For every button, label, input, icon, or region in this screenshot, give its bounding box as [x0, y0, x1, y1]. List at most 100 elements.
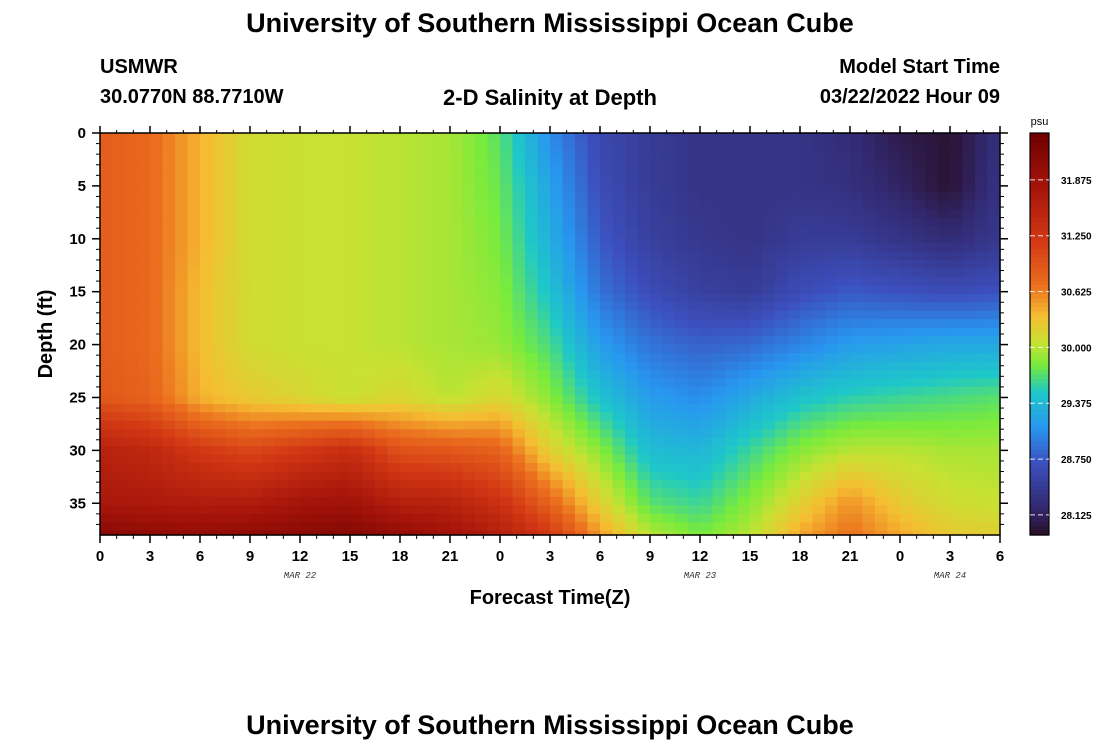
heatmap-cell	[325, 251, 339, 261]
heatmap-cell	[125, 522, 139, 532]
heatmap-cell	[275, 530, 289, 536]
heatmap-cell	[450, 513, 464, 523]
heatmap-cell	[487, 395, 501, 405]
heatmap-cell	[375, 327, 389, 337]
heatmap-cell	[900, 336, 914, 346]
heatmap-cell	[400, 268, 414, 278]
heatmap-cell	[662, 175, 676, 185]
heatmap-cell	[800, 327, 814, 337]
heatmap-cell	[137, 513, 151, 523]
heatmap-cell	[812, 183, 826, 193]
heatmap-cell	[862, 463, 876, 473]
heatmap-cell	[637, 429, 651, 439]
heatmap-cell	[137, 361, 151, 371]
heatmap-cell	[537, 420, 551, 430]
heatmap-cell	[200, 259, 214, 270]
heatmap-cell	[775, 183, 789, 193]
colorbar-segment	[1030, 369, 1049, 375]
heatmap-cell	[162, 505, 176, 515]
colorbar-segment	[1030, 226, 1049, 232]
heatmap-cell	[825, 192, 839, 202]
heatmap-cell	[587, 412, 601, 422]
heatmap-cell	[100, 522, 114, 532]
heatmap-cell	[937, 217, 951, 227]
heatmap-cell	[387, 166, 401, 176]
heatmap-cell	[437, 395, 451, 405]
heatmap-cell	[712, 175, 726, 185]
heatmap-cell	[162, 429, 176, 439]
heatmap-cell	[175, 420, 189, 430]
heatmap-cell	[550, 386, 564, 396]
heatmap-cell	[450, 429, 464, 439]
colorbar-segment	[1030, 133, 1049, 139]
heatmap-cell	[487, 429, 501, 439]
heatmap-cell	[762, 310, 776, 320]
heatmap-cell	[975, 251, 989, 261]
heatmap-cell	[612, 463, 626, 473]
heatmap-cell	[512, 327, 526, 337]
heatmap-cell	[562, 226, 576, 236]
heatmap-cell	[875, 175, 889, 185]
heatmap-cell	[412, 302, 426, 312]
heatmap-cell	[250, 353, 264, 363]
heatmap-cell	[800, 183, 814, 193]
heatmap-cell	[350, 361, 364, 371]
heatmap-cell	[425, 344, 439, 354]
heatmap-cell	[787, 293, 801, 303]
heatmap-cell	[600, 183, 614, 193]
heatmap-cell	[512, 149, 526, 159]
heatmap-cell	[200, 344, 214, 354]
heatmap-cell	[625, 133, 639, 143]
heatmap-cell	[337, 268, 351, 278]
heatmap-cell	[187, 522, 201, 532]
heatmap-cell	[112, 403, 126, 413]
x-tick-label: 9	[646, 548, 654, 565]
heatmap-cell	[512, 403, 526, 413]
heatmap-cell	[950, 251, 964, 261]
heatmap-cell	[250, 344, 264, 354]
heatmap-cell	[787, 378, 801, 388]
heatmap-cell	[300, 149, 314, 159]
heatmap-cell	[337, 133, 351, 143]
colorbar-segment	[1030, 164, 1049, 170]
heatmap-cell	[987, 183, 1001, 193]
heatmap-cell	[937, 183, 951, 193]
heatmap-cell	[287, 192, 301, 202]
heatmap-cell	[300, 259, 314, 270]
heatmap-cell	[887, 336, 901, 346]
heatmap-cell	[325, 336, 339, 346]
heatmap-cell	[325, 243, 339, 253]
heatmap-cell	[100, 344, 114, 354]
heatmap-cell	[662, 446, 676, 456]
heatmap-cell	[487, 454, 501, 464]
heatmap-cell	[237, 412, 251, 422]
heatmap-cell	[100, 513, 114, 523]
heatmap-cell	[712, 446, 726, 456]
heatmap-cell	[837, 463, 851, 473]
heatmap-cell	[437, 200, 451, 210]
heatmap-cell	[212, 530, 226, 536]
heatmap-cell	[937, 395, 951, 405]
heatmap-cell	[162, 166, 176, 176]
heatmap-cell	[500, 293, 514, 303]
heatmap-cell	[175, 327, 189, 337]
heatmap-cell	[900, 141, 914, 151]
heatmap-cell	[387, 285, 401, 295]
heatmap-cell	[675, 226, 689, 236]
heatmap-cell	[862, 403, 876, 413]
heatmap-cell	[725, 522, 739, 532]
heatmap-cell	[537, 386, 551, 396]
heatmap-cell	[950, 361, 964, 371]
heatmap-cell	[337, 513, 351, 523]
heatmap-cell	[412, 200, 426, 210]
heatmap-cell	[750, 217, 764, 227]
heatmap-cell	[162, 209, 176, 219]
heatmap-cell	[712, 217, 726, 227]
heatmap-cell	[125, 344, 139, 354]
heatmap-cell	[250, 513, 264, 523]
heatmap-cell	[937, 251, 951, 261]
heatmap-cell	[775, 302, 789, 312]
heatmap-cell	[575, 302, 589, 312]
heatmap-cell	[187, 183, 201, 193]
heatmap-cell	[537, 285, 551, 295]
